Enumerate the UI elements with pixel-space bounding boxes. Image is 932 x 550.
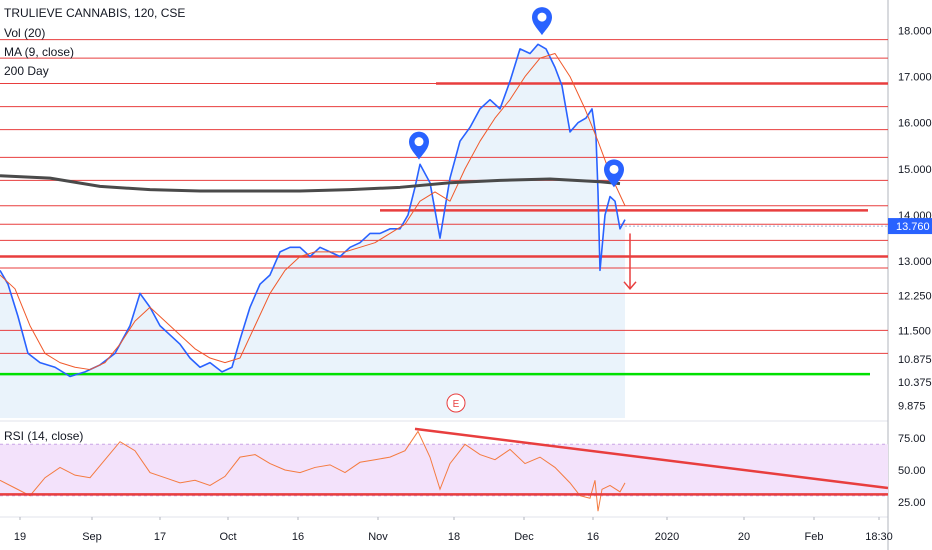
time-tick-label: 16 (292, 531, 304, 543)
price-tick-label: 17.000 (898, 72, 932, 84)
rsi-band (0, 444, 888, 496)
ma9-line (0, 53, 626, 371)
earnings-label: E (453, 399, 460, 410)
time-tick-label: 16 (587, 531, 599, 543)
price-tick-label: 16.000 (898, 118, 932, 130)
sma200-line (0, 174, 621, 193)
time-tick-label: 2020 (655, 531, 679, 543)
last-price-label: 13.760 (896, 221, 930, 233)
pin-hole (414, 137, 424, 147)
price-tick-label: 9.875 (898, 400, 926, 412)
time-tick-label: Sep (82, 531, 102, 543)
rsi-tick-label: 50.00 (898, 465, 926, 477)
rsi-tick-label: 75.00 (898, 433, 926, 445)
last-price-tag (888, 218, 932, 235)
price-tick-label: 15.000 (898, 164, 932, 176)
earnings-circle (446, 393, 466, 413)
price-tick-label: 10.375 (898, 377, 932, 389)
rsi-tick-label: 25.00 (898, 497, 926, 509)
time-tick-label: Nov (368, 531, 388, 543)
price-series (0, 43, 637, 378)
price-tick-label: 10.875 (898, 354, 932, 366)
price-tick-label: 11.500 (898, 325, 931, 337)
earnings-marker: E (446, 393, 466, 413)
rsi-panel (0, 427, 889, 512)
location-pin-icon (409, 131, 429, 160)
pin-hole (609, 164, 619, 174)
sma200-indicator-label[interactable]: 200 Day (4, 64, 49, 78)
time-tick-label: 17 (154, 531, 166, 543)
time-tick-label: 18:30 (865, 531, 893, 543)
time-tick-label: Oct (219, 531, 236, 543)
time-tick-label: Dec (514, 531, 534, 543)
price-tick-label: 18.000 (898, 25, 932, 37)
axes: 18.00017.00016.00015.00014.00013.00012.2… (14, 25, 932, 543)
price-tick-label: 13.000 (898, 256, 932, 268)
rsi-trendline (414, 427, 889, 490)
time-tick-label: Feb (805, 531, 824, 543)
price-tick-label: 12.250 (898, 291, 932, 303)
peak-markers: E (409, 7, 624, 413)
ma-indicator-label[interactable]: MA (9, close) (4, 45, 75, 59)
time-tick-label: 19 (14, 531, 26, 543)
price-area-fill (0, 44, 625, 418)
projection-arrow-head (623, 281, 637, 290)
price-line (0, 43, 626, 378)
time-tick-label: 18 (448, 531, 460, 543)
rsi-indicator-label[interactable]: RSI (14, close) (4, 429, 84, 443)
pin-hole (537, 12, 547, 22)
price-area (0, 44, 625, 418)
time-tick-label: 20 (738, 531, 750, 543)
rsi-line (0, 430, 626, 512)
location-pin-icon (532, 7, 552, 36)
volume-indicator-label[interactable]: Vol (20) (4, 26, 46, 40)
location-pin-icon (604, 159, 624, 188)
horizontal-levels (0, 39, 888, 376)
symbol-title: TRULIEVE CANNABIS, 120, CSE (4, 6, 186, 20)
